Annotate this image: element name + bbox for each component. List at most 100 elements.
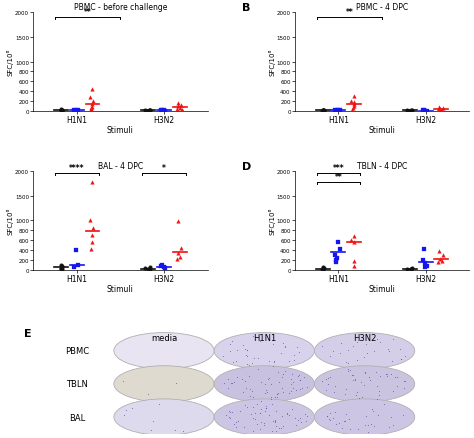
Point bbox=[320, 265, 328, 272]
Point bbox=[319, 108, 326, 115]
Point bbox=[239, 342, 246, 349]
Point bbox=[173, 106, 181, 113]
Point bbox=[401, 378, 409, 385]
Point bbox=[236, 408, 244, 415]
Point bbox=[329, 414, 337, 421]
Point bbox=[271, 418, 279, 425]
Point bbox=[291, 357, 298, 364]
Point bbox=[257, 418, 265, 425]
Point bbox=[373, 336, 381, 343]
Point bbox=[408, 107, 415, 114]
Text: H3N2: H3N2 bbox=[353, 333, 376, 343]
Point bbox=[438, 258, 446, 265]
Point bbox=[324, 412, 331, 419]
Point bbox=[239, 375, 246, 382]
Point bbox=[251, 416, 258, 423]
Point bbox=[86, 217, 93, 224]
Point bbox=[74, 262, 82, 269]
Point bbox=[179, 427, 186, 434]
Point bbox=[249, 333, 257, 340]
Point bbox=[264, 376, 272, 383]
Point bbox=[347, 98, 355, 105]
Point bbox=[123, 407, 130, 414]
Point bbox=[357, 379, 365, 386]
Point bbox=[325, 415, 333, 422]
Point bbox=[401, 378, 408, 385]
Point bbox=[302, 418, 310, 425]
Point bbox=[257, 406, 264, 413]
Point bbox=[58, 266, 66, 273]
Point bbox=[296, 376, 303, 383]
Point bbox=[398, 356, 405, 363]
Point bbox=[173, 256, 181, 263]
Point bbox=[174, 251, 182, 258]
Point bbox=[243, 360, 250, 367]
Point bbox=[423, 263, 431, 270]
Point bbox=[353, 391, 360, 398]
Point bbox=[58, 106, 65, 113]
Point bbox=[319, 264, 327, 271]
Point bbox=[232, 358, 239, 365]
Point bbox=[345, 366, 352, 373]
Title: PBMC - before challenge: PBMC - before challenge bbox=[74, 4, 167, 12]
Point bbox=[288, 406, 296, 413]
Point bbox=[57, 108, 64, 115]
Point bbox=[341, 391, 349, 398]
Point bbox=[240, 424, 248, 431]
Point bbox=[162, 108, 169, 115]
Point bbox=[385, 424, 393, 431]
Point bbox=[326, 410, 334, 417]
Point bbox=[157, 108, 165, 115]
Point bbox=[365, 374, 373, 381]
Point bbox=[300, 374, 308, 381]
Point bbox=[257, 398, 264, 405]
Text: TBLN: TBLN bbox=[66, 379, 88, 389]
Point bbox=[292, 422, 300, 429]
Point bbox=[271, 418, 279, 425]
Point bbox=[362, 413, 369, 420]
Text: **: ** bbox=[335, 173, 342, 182]
Point bbox=[260, 419, 267, 426]
Point bbox=[374, 411, 382, 418]
Point bbox=[332, 257, 340, 264]
Point bbox=[285, 357, 292, 364]
Point bbox=[332, 259, 340, 266]
Point bbox=[351, 239, 358, 246]
Point bbox=[346, 425, 354, 432]
Point bbox=[363, 350, 371, 357]
Point bbox=[88, 106, 95, 113]
Point bbox=[345, 416, 353, 423]
Point bbox=[319, 108, 327, 115]
Point bbox=[327, 353, 334, 360]
Point bbox=[369, 406, 376, 413]
Point bbox=[88, 245, 95, 252]
Point bbox=[342, 358, 349, 365]
Point bbox=[174, 100, 182, 107]
Point bbox=[422, 260, 429, 267]
Point bbox=[423, 108, 431, 115]
Point bbox=[174, 219, 182, 226]
Point bbox=[319, 343, 326, 350]
Point bbox=[87, 106, 94, 113]
Point bbox=[265, 374, 273, 381]
Point bbox=[119, 378, 127, 385]
Point bbox=[70, 108, 78, 115]
Point bbox=[249, 427, 257, 434]
Point bbox=[419, 108, 427, 115]
Point bbox=[334, 239, 342, 246]
Y-axis label: SFC/10⁶: SFC/10⁶ bbox=[7, 49, 14, 76]
Text: E: E bbox=[25, 328, 32, 338]
Point bbox=[360, 381, 368, 389]
Point bbox=[226, 415, 234, 422]
Point bbox=[436, 256, 444, 263]
Point bbox=[256, 426, 264, 433]
Point bbox=[297, 419, 305, 426]
Point bbox=[162, 265, 169, 272]
Point bbox=[296, 414, 304, 421]
Point bbox=[345, 367, 352, 374]
Point bbox=[269, 362, 276, 369]
Point bbox=[172, 379, 180, 386]
Ellipse shape bbox=[314, 399, 415, 435]
Point bbox=[341, 418, 349, 425]
Point bbox=[350, 102, 357, 109]
